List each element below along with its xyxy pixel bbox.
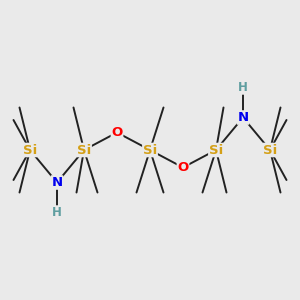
Text: N: N: [51, 176, 63, 189]
Text: Si: Si: [263, 143, 277, 157]
Text: Si: Si: [23, 143, 37, 157]
Text: Si: Si: [143, 143, 157, 157]
Text: Si: Si: [209, 143, 223, 157]
Text: O: O: [111, 126, 123, 139]
Text: N: N: [237, 111, 249, 124]
Text: H: H: [52, 206, 62, 219]
Text: O: O: [177, 161, 189, 174]
Text: H: H: [238, 81, 248, 94]
Text: Si: Si: [77, 143, 91, 157]
